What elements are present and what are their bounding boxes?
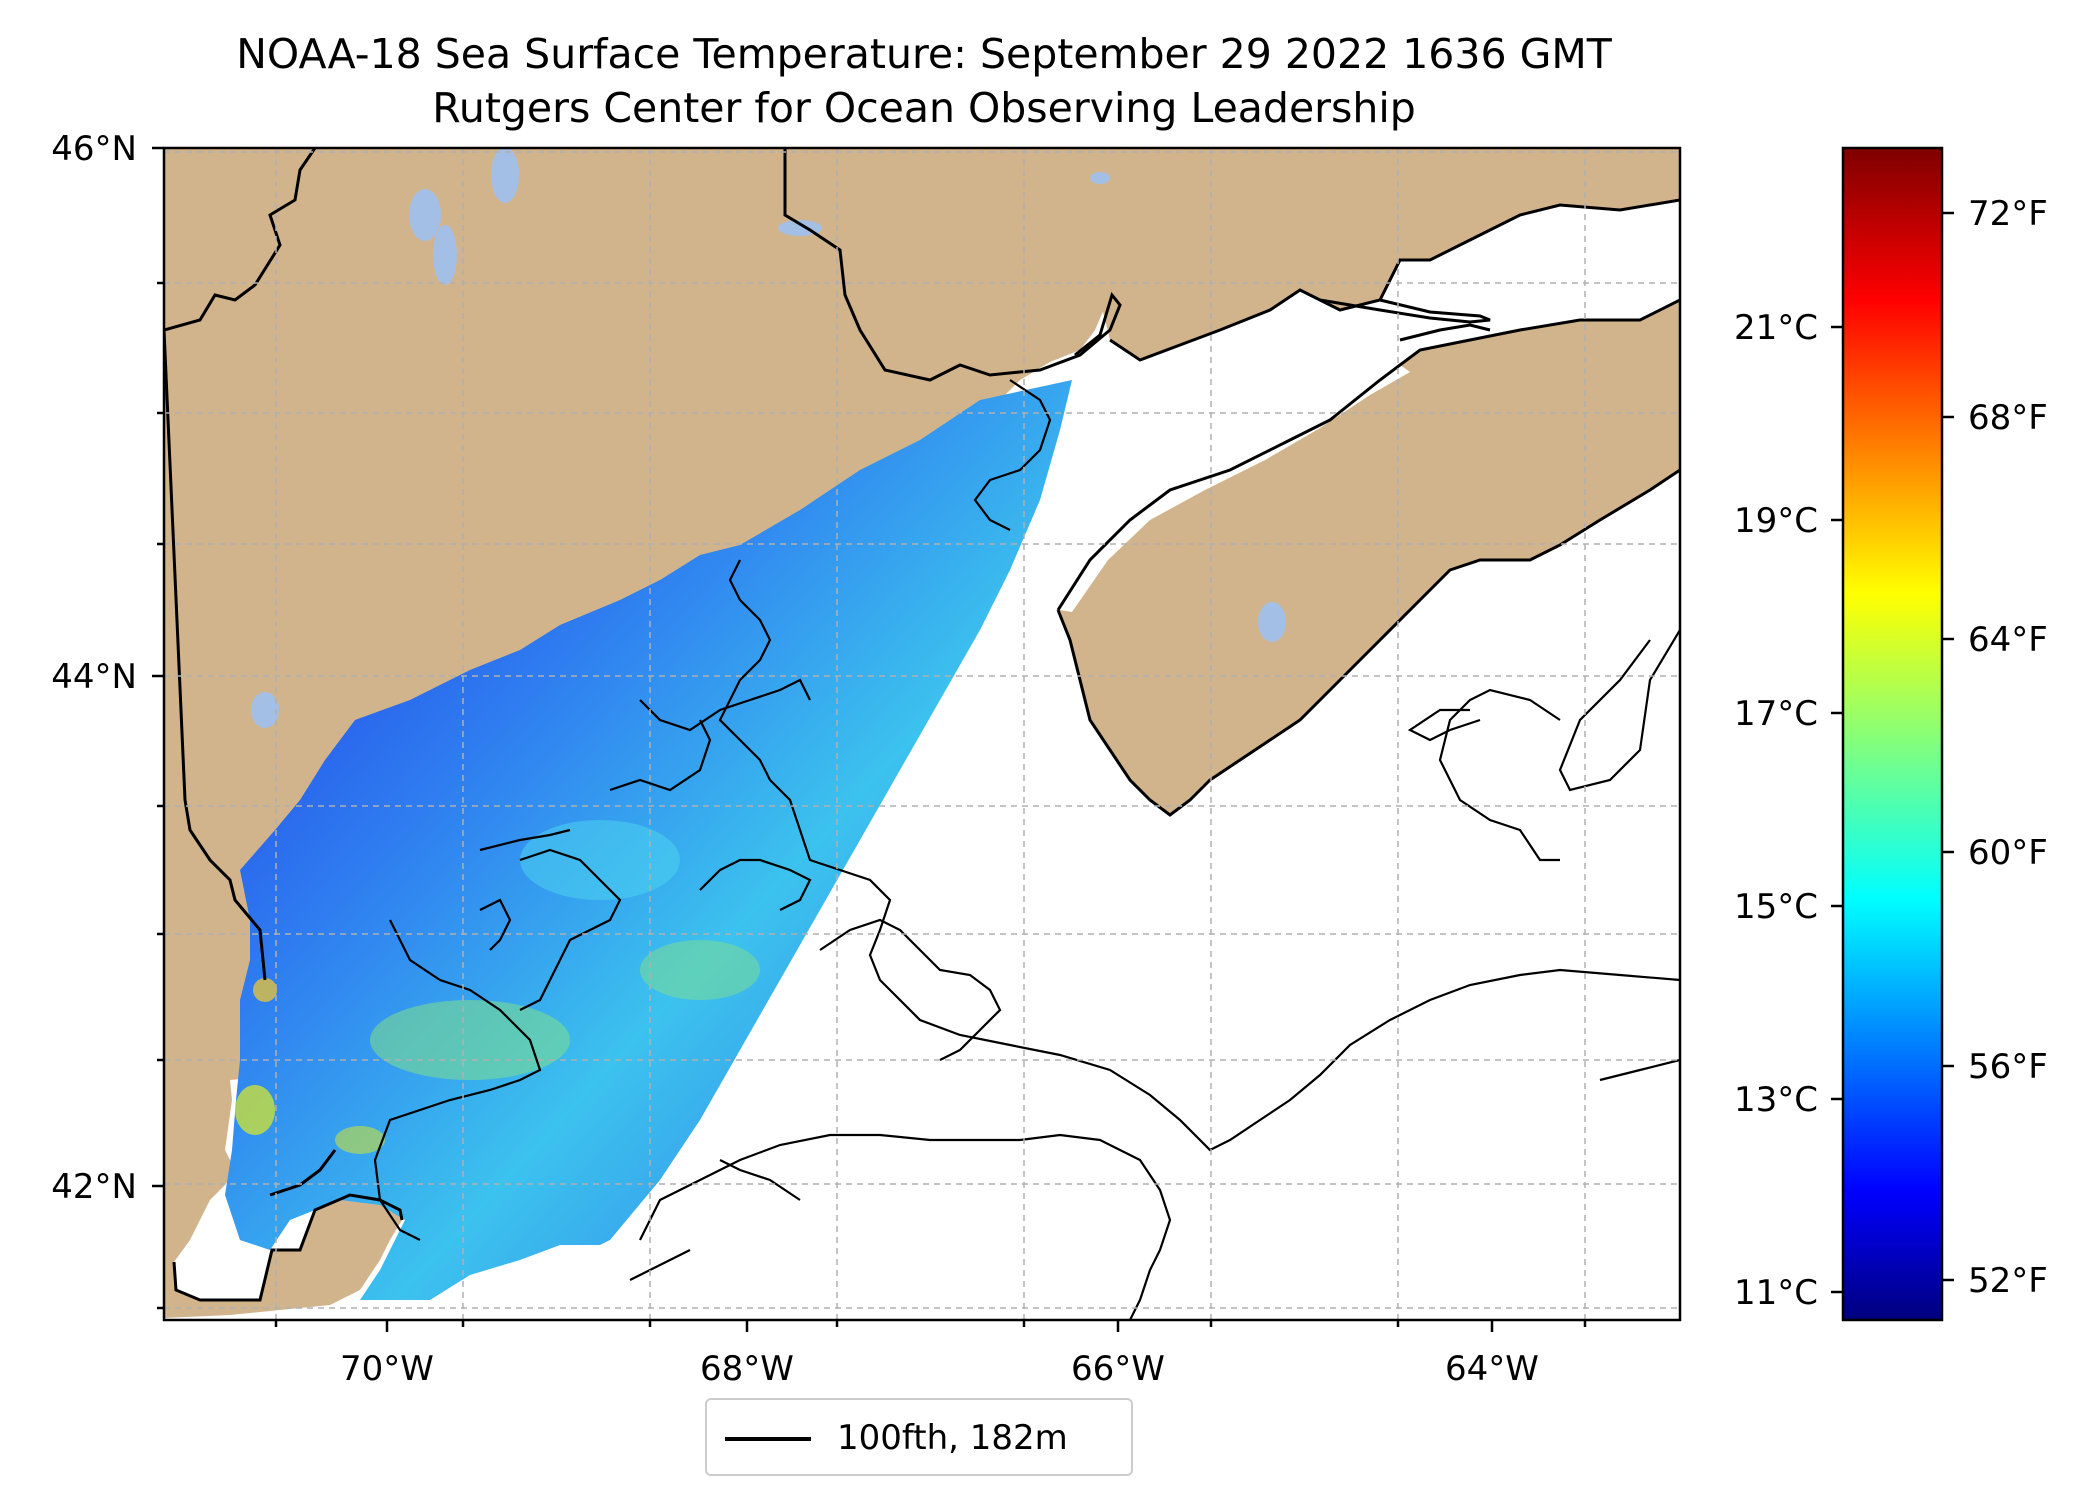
colorbar: [1843, 148, 1942, 1320]
celsius-label-17: 17°C: [1734, 694, 1818, 734]
warm-patch: [335, 1126, 385, 1154]
map-frame: [162, 146, 1682, 1322]
fahrenheit-ticks: [1942, 211, 1954, 1282]
colorbar-frame: [1841, 146, 1944, 1322]
lon-label-64w: 64°W: [1445, 1349, 1539, 1389]
celsius-label-19: 19°C: [1734, 501, 1818, 541]
warm-patch: [520, 820, 680, 900]
lon-label-66w: 66°W: [1071, 1349, 1165, 1389]
warm-patch: [253, 978, 277, 1002]
land-new-brunswick: [1100, 148, 1680, 360]
chart-subtitle: Rutgers Center for Ocean Observing Leade…: [432, 84, 1416, 132]
celsius-label-13: 13°C: [1734, 1080, 1818, 1120]
lake: [1090, 172, 1110, 184]
legend-label: 100fth, 182m: [837, 1418, 1068, 1458]
fahrenheit-label-52: 52°F: [1968, 1261, 2048, 1301]
isobath-100fth: [373, 379, 1680, 1320]
chart-title: NOAA-18 Sea Surface Temperature: Septemb…: [236, 30, 1612, 78]
lon-label-68w: 68°W: [700, 1349, 794, 1389]
bay-of-fundy: [1060, 365, 1410, 612]
warm-patch: [235, 1085, 275, 1135]
fahrenheit-label-72: 72°F: [1968, 194, 2048, 234]
land-nova-scotia: [1058, 300, 1680, 815]
fahrenheit-label-60: 60°F: [1968, 833, 2048, 873]
legend: 100fth, 182m: [705, 1398, 1133, 1476]
land-mainland: [164, 148, 1110, 1318]
warm-patch: [640, 940, 760, 1000]
celsius-label-15: 15°C: [1734, 887, 1818, 927]
lake: [491, 148, 519, 203]
lake: [409, 189, 441, 241]
lon-ticks: [274, 1320, 1587, 1332]
celsius-label-11: 11°C: [1734, 1273, 1818, 1313]
lake: [251, 692, 279, 728]
lat-label-44n: 44°N: [51, 657, 137, 697]
celsius-ticks: [1831, 325, 1843, 1294]
fahrenheit-label-64: 64°F: [1968, 620, 2048, 660]
lon-label-70w: 70°W: [340, 1349, 434, 1389]
fahrenheit-label-56: 56°F: [1968, 1047, 2048, 1087]
lake: [433, 225, 457, 285]
lat-label-42n: 42°N: [51, 1167, 137, 1207]
lake: [1258, 602, 1286, 642]
lat-ticks: [152, 146, 164, 1310]
legend-line-swatch: [725, 1437, 811, 1441]
celsius-label-21: 21°C: [1734, 308, 1818, 348]
gridlines: [164, 148, 1680, 1320]
lat-label-46n: 46°N: [51, 129, 137, 169]
fahrenheit-label-68: 68°F: [1968, 398, 2048, 438]
coastlines: [164, 148, 1680, 1302]
